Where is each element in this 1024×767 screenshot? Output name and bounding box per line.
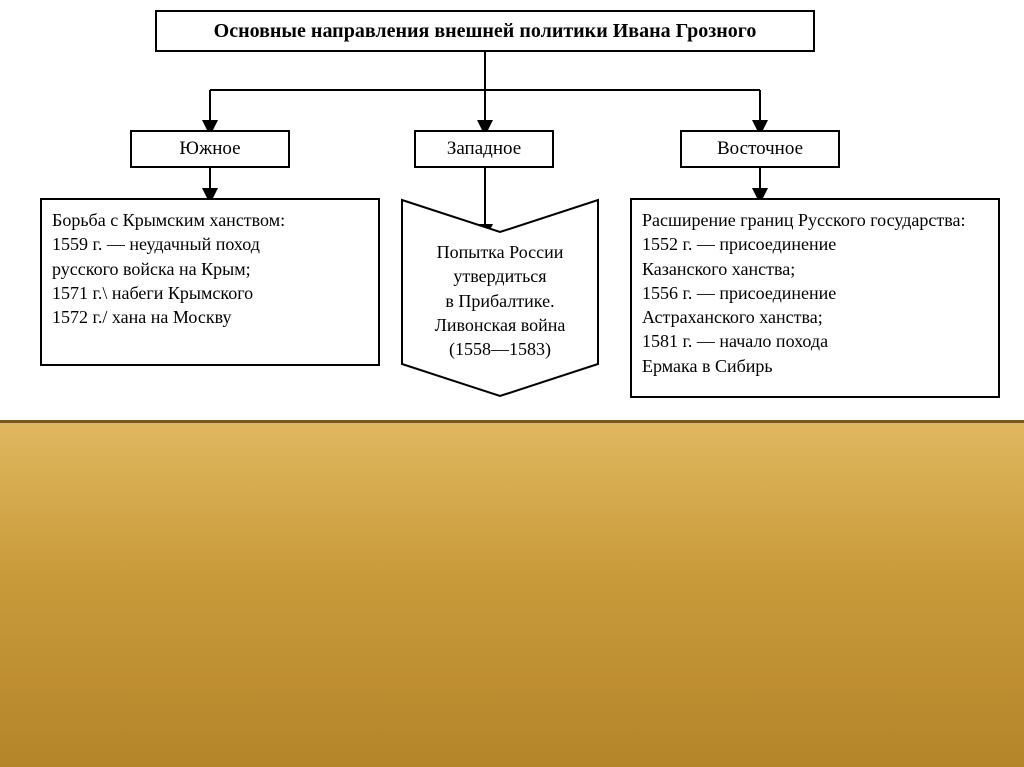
title-box: Основные направления внешней политики Ив… (155, 10, 815, 52)
direction-label: Южное (179, 138, 240, 160)
title-text: Основные направления внешней политики Ив… (214, 20, 757, 43)
direction-label: Западное (447, 138, 521, 160)
content-east: Расширение границ Русского государства:1… (630, 198, 1000, 398)
direction-label: Восточное (717, 138, 803, 160)
content-south: Борьба с Крымским ханством:1559 г. — неу… (40, 198, 380, 366)
content-text: Расширение границ Русского государства:1… (642, 208, 966, 378)
content-text: Попытка Россииутвердитьсяв Прибалтике.Ли… (400, 198, 600, 361)
content-text: Борьба с Крымским ханством:1559 г. — неу… (52, 208, 285, 329)
diagram-container: Основные направления внешней политики Ив… (0, 0, 1024, 420)
direction-south: Южное (130, 130, 290, 168)
direction-east: Восточное (680, 130, 840, 168)
gold-band (0, 420, 1024, 767)
direction-west: Западное (414, 130, 554, 168)
content-west: Попытка Россииутвердитьсяв Прибалтике.Ли… (400, 198, 600, 398)
